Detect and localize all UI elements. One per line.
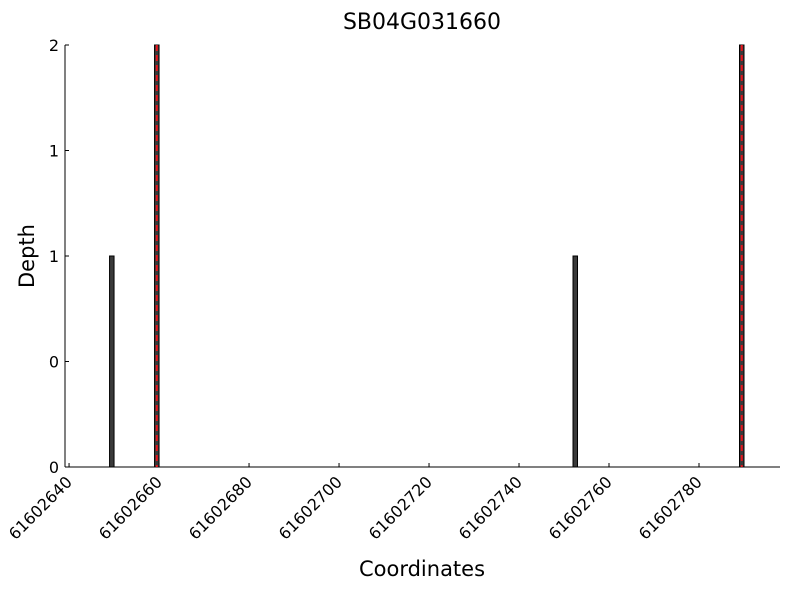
bar (572, 255, 579, 468)
x-tick-label: 61602640 (5, 472, 76, 543)
chart-title: SB04G031660 (343, 10, 501, 35)
x-tick-label: 61602660 (95, 472, 166, 543)
y-tick-label: 2 (49, 36, 59, 55)
x-tick-label: 61602780 (635, 472, 706, 543)
x-tick-label: 61602680 (185, 472, 256, 543)
bar (109, 255, 115, 468)
x-tick-label: 61602740 (455, 472, 526, 543)
y-tick-label: 0 (49, 458, 59, 477)
x-tick-label: 61602720 (365, 472, 436, 543)
x-tick-label: 61602700 (275, 472, 346, 543)
y-tick-label: 1 (49, 142, 59, 161)
y-axis-label: Depth (15, 224, 39, 288)
y-tick-label: 0 (49, 353, 59, 372)
x-tick-label: 61602760 (545, 472, 616, 543)
x-axis-label: Coordinates (359, 557, 485, 581)
y-tick-label: 1 (49, 247, 59, 266)
